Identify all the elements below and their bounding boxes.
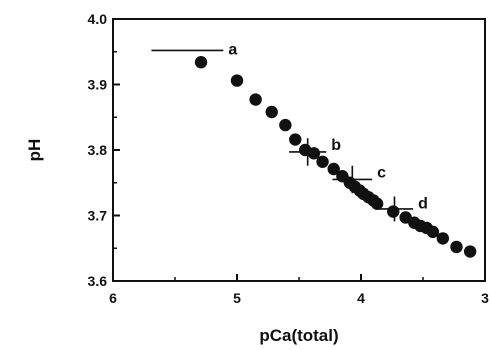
data-point xyxy=(279,118,292,132)
data-point xyxy=(463,245,477,258)
data-point xyxy=(436,232,450,245)
y-tick-label: 3.7 xyxy=(88,208,108,224)
data-point xyxy=(289,133,302,146)
annotation-a-label: a xyxy=(228,41,237,58)
data-point xyxy=(249,93,262,106)
data-point xyxy=(327,162,340,176)
y-tick-label: 3.6 xyxy=(88,273,108,289)
y-axis-label: pH xyxy=(25,139,44,162)
data-point xyxy=(426,225,440,239)
x-tick-label: 4 xyxy=(357,290,365,306)
data-point xyxy=(387,205,400,218)
x-axis-label: pCa(total) xyxy=(259,326,338,345)
data-point xyxy=(316,155,329,168)
annotation-d-label: d xyxy=(418,196,428,213)
x-tick-label: 5 xyxy=(233,290,241,306)
data-point xyxy=(450,240,463,254)
x-tick-label: 6 xyxy=(109,290,117,306)
y-tick-label: 3.8 xyxy=(88,142,108,158)
annotation-b-label: b xyxy=(331,137,341,154)
annotation-c-label: c xyxy=(377,165,386,182)
x-axis: 6 5 4 3 xyxy=(109,274,489,306)
y-tick-label: 3.9 xyxy=(88,77,108,93)
data-point xyxy=(265,105,278,119)
data-point xyxy=(230,74,244,87)
plot-frame xyxy=(112,18,486,282)
data-point xyxy=(307,147,321,160)
data-point xyxy=(194,56,208,69)
x-tick-label: 3 xyxy=(481,290,489,306)
annotations: a b c d xyxy=(151,41,428,222)
data-series xyxy=(194,56,477,258)
plot-area xyxy=(112,18,486,282)
y-tick-label: 4.0 xyxy=(88,11,108,27)
y-axis: 3.6 3.7 3.8 3.9 4.0 xyxy=(88,11,120,289)
data-point xyxy=(370,197,384,210)
